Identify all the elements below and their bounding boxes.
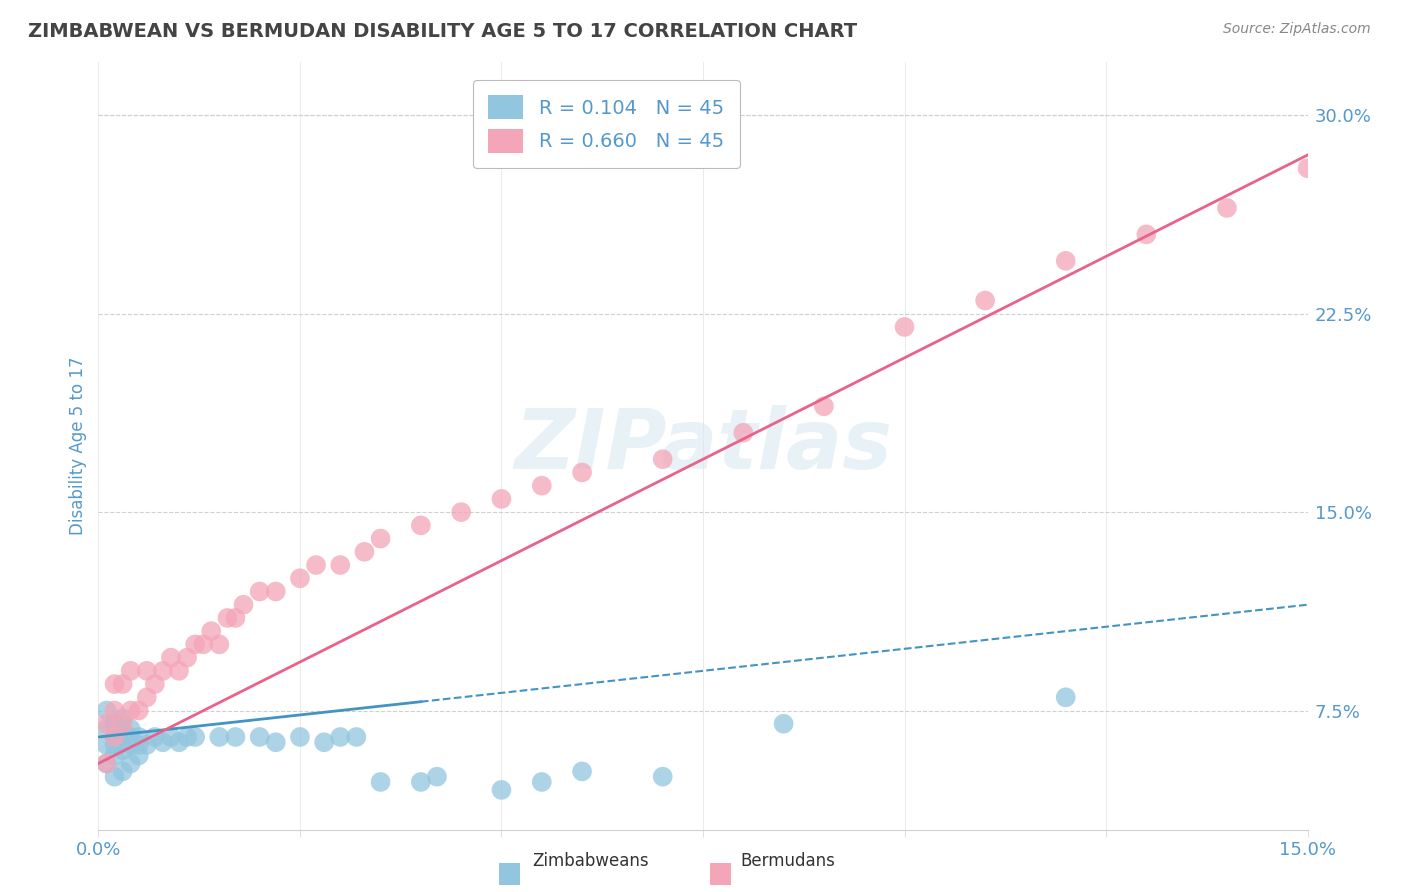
Point <box>135 738 157 752</box>
Point <box>103 716 125 731</box>
Point <box>103 748 125 763</box>
Point <box>288 571 311 585</box>
Point <box>314 735 336 749</box>
Point <box>120 738 142 752</box>
Point <box>409 518 432 533</box>
Point <box>135 664 157 678</box>
Point <box>103 730 125 744</box>
Point <box>450 505 472 519</box>
Point <box>111 743 134 757</box>
Point <box>96 756 118 771</box>
Point <box>120 704 142 718</box>
Point <box>167 664 190 678</box>
Text: ZIPatlas: ZIPatlas <box>515 406 891 486</box>
Point <box>249 584 271 599</box>
Point <box>305 558 328 572</box>
Point <box>103 704 125 718</box>
Point <box>120 756 142 771</box>
Point <box>184 730 207 744</box>
Point <box>329 730 352 744</box>
Point <box>96 716 118 731</box>
Point <box>128 748 150 763</box>
Point <box>208 730 231 744</box>
Point <box>426 770 449 784</box>
Point <box>120 664 142 678</box>
Point <box>111 724 134 739</box>
Point <box>491 783 513 797</box>
Point <box>143 677 166 691</box>
Point <box>772 716 794 731</box>
Legend: R = 0.104   N = 45, R = 0.660   N = 45: R = 0.104 N = 45, R = 0.660 N = 45 <box>472 79 740 168</box>
Point <box>160 730 183 744</box>
Point <box>193 637 215 651</box>
Point <box>249 730 271 744</box>
Point <box>96 738 118 752</box>
Point <box>120 722 142 736</box>
Text: Source: ZipAtlas.com: Source: ZipAtlas.com <box>1223 22 1371 37</box>
Point <box>176 650 198 665</box>
Point <box>571 466 593 480</box>
Point <box>571 764 593 779</box>
Point <box>1296 161 1319 176</box>
Point <box>184 637 207 651</box>
Point <box>530 775 553 789</box>
Point <box>344 730 367 744</box>
Point <box>103 770 125 784</box>
Point <box>111 735 134 749</box>
Point <box>491 491 513 506</box>
Point <box>370 532 392 546</box>
Point <box>232 598 254 612</box>
Point <box>288 730 311 744</box>
Point <box>167 735 190 749</box>
Point <box>530 478 553 492</box>
Point <box>152 735 174 749</box>
Point <box>813 400 835 414</box>
Point <box>264 584 287 599</box>
Point <box>264 735 287 749</box>
Point <box>353 545 375 559</box>
Point <box>1216 201 1239 215</box>
Point <box>96 722 118 736</box>
Point <box>176 730 198 744</box>
Point <box>329 558 352 572</box>
Point <box>217 611 239 625</box>
Point <box>143 730 166 744</box>
Point <box>1054 253 1077 268</box>
Point <box>111 711 134 725</box>
Point <box>103 677 125 691</box>
Point <box>128 704 150 718</box>
Point <box>200 624 222 639</box>
Point <box>128 738 150 752</box>
Point <box>224 611 246 625</box>
Point <box>96 756 118 771</box>
Point <box>208 637 231 651</box>
Point <box>111 716 134 731</box>
Point <box>224 730 246 744</box>
Text: Zimbabweans: Zimbabweans <box>533 852 648 870</box>
Point <box>152 664 174 678</box>
Point <box>160 650 183 665</box>
Point <box>974 293 997 308</box>
Point <box>733 425 755 440</box>
Point <box>370 775 392 789</box>
Point <box>103 730 125 744</box>
Point <box>128 730 150 744</box>
Point <box>409 775 432 789</box>
Point <box>1135 227 1157 242</box>
Y-axis label: Disability Age 5 to 17: Disability Age 5 to 17 <box>69 357 87 535</box>
Point <box>96 704 118 718</box>
Point <box>111 677 134 691</box>
Text: ZIMBABWEAN VS BERMUDAN DISABILITY AGE 5 TO 17 CORRELATION CHART: ZIMBABWEAN VS BERMUDAN DISABILITY AGE 5 … <box>28 22 858 41</box>
Point <box>120 730 142 744</box>
Text: Bermudans: Bermudans <box>740 852 835 870</box>
Point <box>111 764 134 779</box>
Point <box>893 320 915 334</box>
Point <box>651 770 673 784</box>
Point <box>103 738 125 752</box>
Point <box>651 452 673 467</box>
Point <box>135 690 157 705</box>
Point <box>1054 690 1077 705</box>
